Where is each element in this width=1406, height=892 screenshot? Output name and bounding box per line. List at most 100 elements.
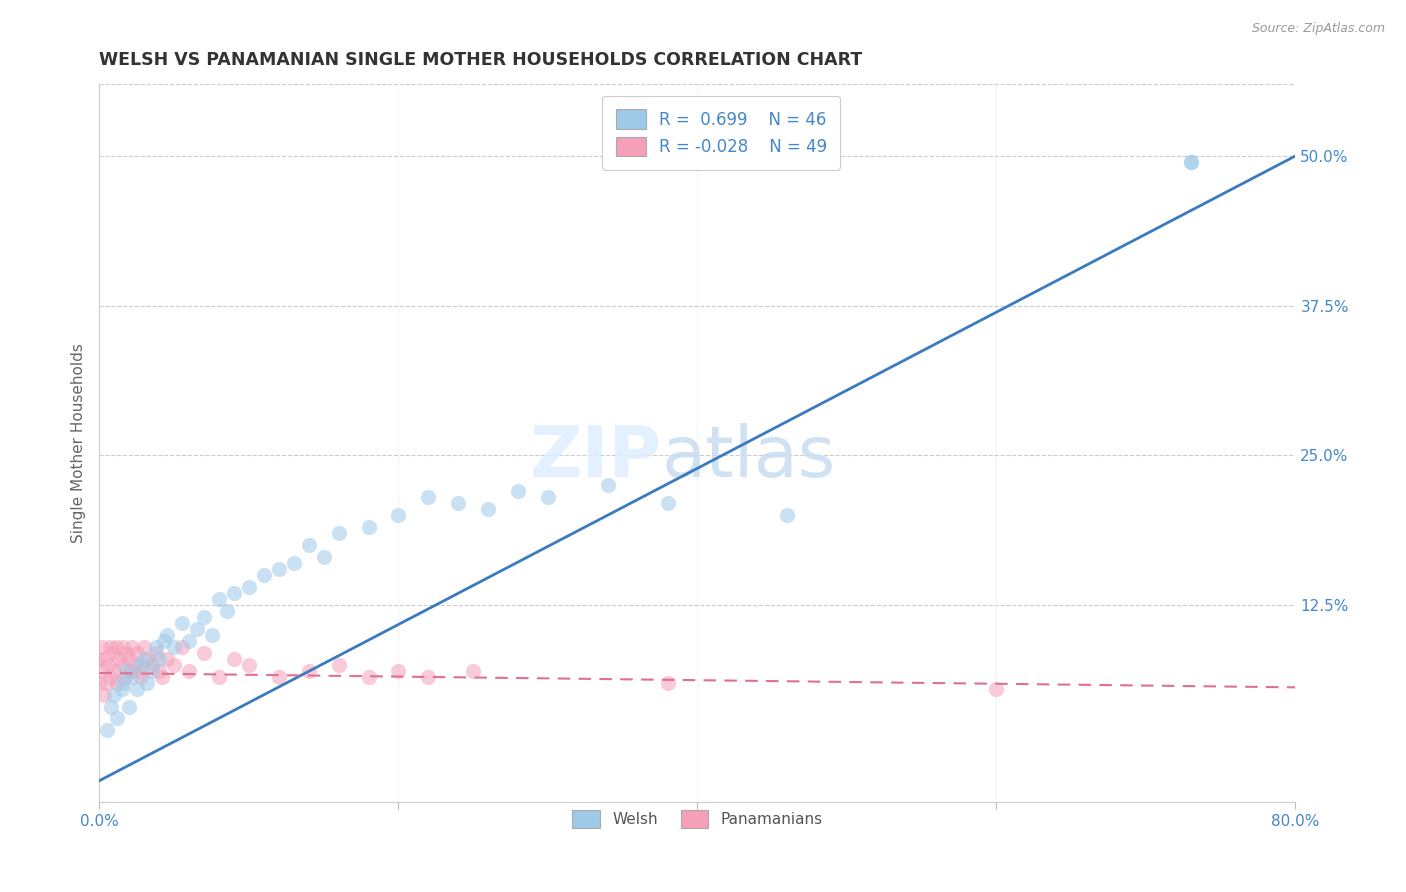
Point (120, 664, 142, 678)
Point (105, 711, 128, 725)
Point (463, 664, 485, 678)
Point (267, 562, 290, 576)
Point (121, 670, 143, 684)
Point (208, 591, 231, 606)
Point (253, 567, 276, 582)
Point (134, 651, 156, 665)
Point (657, 675, 679, 690)
Point (1180, 155, 1202, 169)
Point (118, 651, 141, 665)
Point (208, 670, 231, 684)
Point (148, 664, 170, 678)
Point (145, 646, 167, 660)
Point (105, 675, 128, 690)
Point (89, 675, 111, 690)
Point (986, 681, 1008, 696)
Point (170, 640, 193, 654)
Point (90, 664, 112, 678)
Point (128, 664, 150, 678)
Point (186, 622, 208, 636)
Point (96, 675, 118, 690)
Text: Source: ZipAtlas.com: Source: ZipAtlas.com (1251, 22, 1385, 36)
Point (100, 670, 122, 684)
Point (136, 651, 159, 665)
Point (136, 675, 159, 690)
Point (357, 520, 380, 534)
Point (115, 646, 138, 660)
Point (97, 657, 120, 672)
Point (96, 723, 118, 738)
Point (418, 670, 440, 684)
Y-axis label: Single Mother Households: Single Mother Households (72, 343, 86, 543)
Point (298, 538, 321, 552)
Point (477, 502, 499, 516)
Point (387, 664, 409, 678)
Point (100, 699, 122, 714)
Point (387, 508, 409, 522)
Point (152, 633, 174, 648)
Point (222, 586, 245, 600)
Point (776, 508, 799, 522)
Legend: Welsh, Panamanians: Welsh, Panamanians (567, 805, 828, 834)
Point (141, 657, 163, 672)
Point (179, 633, 201, 648)
Text: ZIP: ZIP (529, 423, 662, 492)
Point (537, 490, 560, 504)
Point (103, 688, 125, 702)
Point (93, 688, 115, 702)
Point (657, 496, 679, 510)
Point (128, 657, 150, 672)
Point (215, 604, 238, 618)
Text: atlas: atlas (662, 423, 837, 492)
Point (418, 490, 440, 504)
Point (108, 651, 131, 665)
Point (447, 496, 470, 510)
Point (101, 646, 124, 660)
Point (89, 651, 111, 665)
Point (134, 640, 156, 654)
Point (111, 657, 134, 672)
Point (238, 657, 260, 672)
Point (112, 640, 135, 654)
Point (238, 580, 260, 594)
Point (328, 657, 350, 672)
Point (163, 640, 186, 654)
Point (104, 640, 127, 654)
Point (145, 640, 167, 654)
Point (125, 681, 148, 696)
Point (267, 670, 290, 684)
Point (156, 651, 179, 665)
Point (103, 664, 125, 678)
Point (283, 556, 305, 570)
Text: WELSH VS PANAMANIAN SINGLE MOTHER HOUSEHOLDS CORRELATION CHART: WELSH VS PANAMANIAN SINGLE MOTHER HOUSEH… (100, 51, 863, 69)
Point (222, 651, 245, 665)
Point (148, 651, 170, 665)
Point (141, 664, 163, 678)
Point (124, 657, 146, 672)
Point (312, 549, 335, 564)
Point (112, 675, 135, 690)
Point (298, 664, 321, 678)
Point (170, 615, 193, 630)
Point (1180, 155, 1202, 169)
Point (596, 478, 619, 492)
Point (91, 640, 114, 654)
Point (193, 646, 215, 660)
Point (115, 664, 138, 678)
Point (114, 670, 136, 684)
Point (357, 670, 380, 684)
Point (200, 628, 222, 642)
Point (111, 681, 134, 696)
Point (129, 670, 152, 684)
Point (163, 657, 186, 672)
Point (179, 664, 201, 678)
Point (150, 670, 173, 684)
Point (98, 640, 121, 654)
Point (121, 640, 143, 654)
Point (156, 628, 179, 642)
Point (125, 646, 148, 660)
Point (328, 525, 350, 540)
Point (94, 651, 117, 665)
Point (193, 609, 215, 624)
Point (118, 699, 141, 714)
